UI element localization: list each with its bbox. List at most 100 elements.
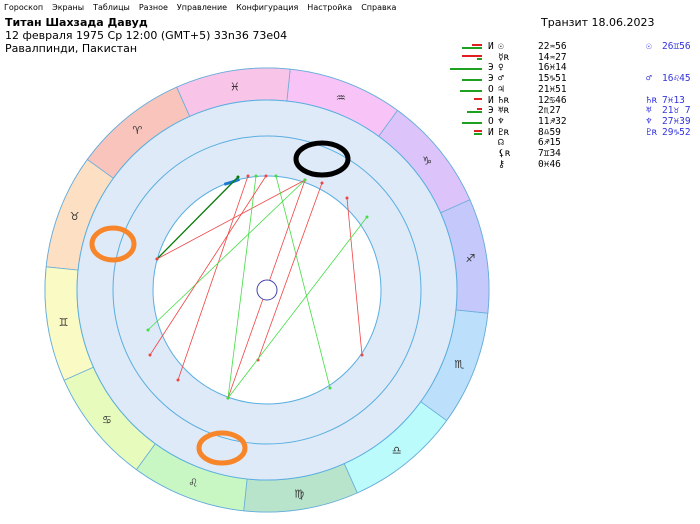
natal-mark: Э <box>488 105 494 117</box>
aspect-point <box>226 396 230 400</box>
green-bar <box>462 79 482 82</box>
center-circle <box>256 279 278 301</box>
aspect-point <box>264 174 268 178</box>
aspect-point <box>176 378 180 382</box>
red-bar <box>474 97 482 100</box>
natal-planet: ⚷ <box>498 158 505 170</box>
transit-planet: ♆ <box>646 115 652 127</box>
aspect-point <box>236 175 240 179</box>
birth-datetime: 12 февраля 1975 Ср 12:00 (GMT+5) 33n36 7… <box>5 29 288 42</box>
aspect-line <box>227 216 368 399</box>
natal-pos: 22♒56 <box>538 41 567 52</box>
menu-horoscope[interactable]: Гороскоп <box>4 3 44 12</box>
natal-planet: ♀ <box>498 62 504 74</box>
natal-planet: ☿ʀ <box>498 51 510 63</box>
transit-pos: 29♑52 <box>662 126 691 138</box>
transit-title: Транзит 18.06.2023 <box>541 16 655 29</box>
natal-planet: ♂ <box>498 73 504 85</box>
aspect-point <box>246 174 250 178</box>
aspect-point <box>328 386 332 390</box>
zodiac-sign-1: ♈ <box>132 124 142 137</box>
natal-mark: О <box>488 115 494 127</box>
green-bar <box>474 132 482 135</box>
transit-planet: ☉ <box>646 41 652 52</box>
chart-header: Титан Шахзада Давуд 12 февраля 1975 Ср 1… <box>5 16 287 55</box>
natal-pos: 8♎59 <box>538 126 561 138</box>
menu-help[interactable]: Справка <box>361 3 397 12</box>
zodiac-sign-4: ♋ <box>102 414 112 427</box>
transit-pos: 21♉ 7 <box>662 105 691 117</box>
highlight-orange-ellipse <box>89 225 137 263</box>
aspect-line <box>156 176 239 260</box>
zodiac-sign-12: ♓ <box>230 81 240 94</box>
highlight-orange-ellipse <box>196 430 248 466</box>
transit-pos: 26♊56 <box>662 41 691 52</box>
aspect-point <box>148 353 152 357</box>
natal-mark: Э <box>488 62 494 74</box>
menu-configuration[interactable]: Конфигурация <box>236 3 299 12</box>
menu-control[interactable]: Управление <box>176 3 228 12</box>
red-bar <box>462 54 482 57</box>
zodiac-sign-9: ♐ <box>466 252 476 265</box>
natal-pos: 6♐15 <box>538 137 561 149</box>
natal-pos: 7♊34 <box>538 148 561 159</box>
zodiac-sign-5: ♌ <box>188 476 198 489</box>
zodiac-sign-7: ♎ <box>392 444 402 457</box>
aspect-line <box>177 175 249 381</box>
aspect-point <box>256 358 260 362</box>
natal-planet: ☉ <box>498 41 504 52</box>
natal-pos: 11♐32 <box>538 115 567 127</box>
transit-planet: ♂ <box>646 73 652 85</box>
natal-planet: ⚸ʀ <box>498 148 511 159</box>
natal-planet: ♄ʀ <box>498 94 510 106</box>
menu-bar: Гороскоп Экраны Таблицы Разное Управлени… <box>0 0 401 16</box>
aspect-line <box>149 175 267 356</box>
natal-mark: И <box>488 41 494 52</box>
aspect-point <box>345 196 349 200</box>
aspect-point <box>365 215 369 219</box>
green-bar <box>467 111 482 114</box>
birth-place: Равалпинди, Пакистан <box>5 42 138 55</box>
natal-mark: И <box>488 126 494 138</box>
natal-pos: 21♓51 <box>538 83 567 95</box>
aspect-point <box>146 328 150 332</box>
natal-pos: 0♓46 <box>538 158 561 170</box>
aspect-point <box>274 174 278 178</box>
transit-pos: 27♓39 <box>662 115 691 127</box>
zodiac-sign-8: ♏ <box>454 358 464 371</box>
transit-planet: ♅ <box>646 105 652 117</box>
red-bar <box>474 129 482 132</box>
menu-screens[interactable]: Экраны <box>52 3 85 12</box>
natal-pos: 14♒27 <box>538 51 567 63</box>
transit-planet: ♄ʀ <box>646 94 658 106</box>
aspect-point <box>320 181 324 185</box>
natal-planet: ♆ <box>498 115 504 127</box>
natal-planet: ♃ <box>498 83 504 95</box>
red-bar <box>472 44 482 46</box>
menu-misc[interactable]: Разное <box>138 3 168 12</box>
red-bar <box>477 108 482 111</box>
menu-tables[interactable]: Таблицы <box>93 3 130 12</box>
transit-planet: ♇ʀ <box>646 126 658 138</box>
zodiac-sign-2: ♉ <box>70 210 80 223</box>
green-bar <box>450 68 482 71</box>
natal-pos: 16♓14 <box>538 62 567 74</box>
menu-settings[interactable]: Настройка <box>307 3 353 12</box>
aspect-line <box>275 175 331 389</box>
green-bar <box>460 89 482 92</box>
natal-pos: 12♋46 <box>538 94 567 106</box>
aspect-line <box>227 175 257 399</box>
green-bar <box>462 47 482 49</box>
natal-mark: И <box>488 94 494 106</box>
natal-planet: ♅ʀ <box>498 105 510 117</box>
zodiac-sign-11: ♒ <box>336 92 346 105</box>
transit-pos: 7♓13 <box>662 94 685 106</box>
person-name: Титан Шахзада Давуд <box>5 16 148 29</box>
green-bar <box>462 121 482 124</box>
zodiac-sign-10: ♑ <box>422 154 432 167</box>
aspect-point <box>360 353 364 357</box>
aspect-line <box>346 197 363 356</box>
natal-mark: О <box>488 83 494 95</box>
aspect-line <box>257 182 323 361</box>
